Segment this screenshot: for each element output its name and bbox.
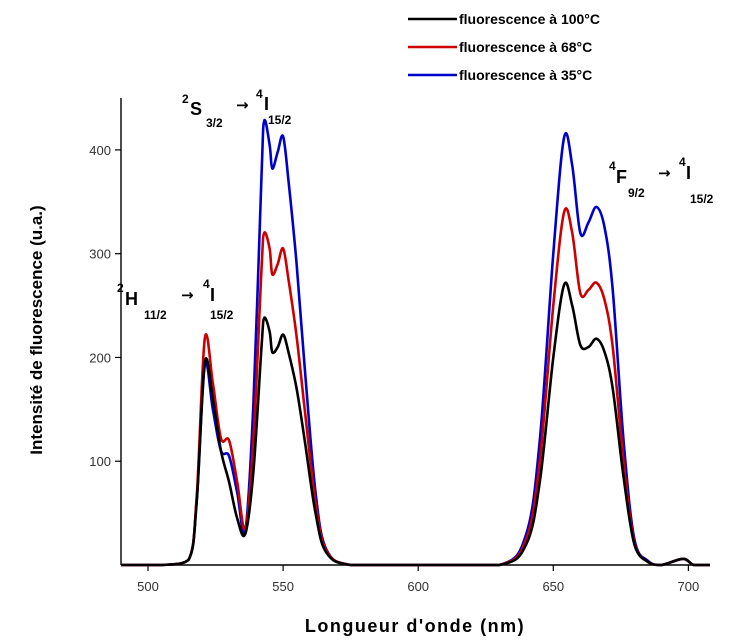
y-tick-label-100: 100 (89, 454, 111, 469)
annotation-4F9-2-to-4I15-2: 4 F 9/2 → 4 I 15/2 (609, 155, 714, 206)
annotation-1-arrow: → (236, 96, 249, 114)
x-tick-label-700: 700 (678, 579, 700, 594)
annotation-2-sub2: 15/2 (210, 308, 234, 322)
x-tick-label-500: 500 (137, 579, 159, 594)
legend: fluorescence à 100°C fluorescence à 68°C… (408, 11, 600, 83)
annotation-2-main: H (125, 289, 138, 309)
annotation-3-sub: 9/2 (628, 186, 645, 200)
annotation-1-main2: I (264, 94, 269, 114)
annotation-3-sup2: 4 (679, 155, 686, 169)
annotation-3-arrow: → (658, 164, 671, 182)
annotation-2H11-2-to-4I15-2: 2 H 11/2 → 4 I 15/2 (117, 277, 234, 322)
annotation-2-sup-left: 2 (117, 281, 124, 295)
annotation-1-sup-left: 2 (182, 92, 189, 106)
legend-label-35C: fluorescence à 35°C (459, 67, 592, 83)
x-tick-label-650: 650 (542, 579, 564, 594)
annotation-1-sub: 3/2 (206, 116, 223, 130)
x-axis-title: Longueur d'onde (nm) (305, 616, 525, 636)
legend-label-100C: fluorescence à 100°C (459, 11, 600, 27)
axis-ticks: 500 550 600 650 700 100 200 300 400 (89, 143, 699, 594)
annotation-2-main2: I (210, 285, 215, 305)
annotation-3-sup-left: 4 (609, 159, 616, 173)
annotation-2S3-2-to-4I15-2: 2 S 3/2 → 4 I 15/2 (182, 87, 292, 130)
legend-label-68C: fluorescence à 68°C (459, 39, 592, 55)
annotation-1-main: S (190, 99, 202, 119)
annotation-1-sub2: 15/2 (268, 113, 292, 127)
annotation-2-arrow: → (181, 286, 194, 304)
series-line-100C (120, 281, 710, 567)
y-axis-title: Intensité de fluorescence (u.a.) (27, 205, 46, 454)
data-series (120, 118, 710, 567)
y-tick-label-300: 300 (89, 247, 111, 262)
annotation-3-main: F (616, 167, 627, 187)
annotation-3-sub2: 15/2 (690, 192, 714, 206)
annotation-3-main2: I (686, 163, 691, 183)
y-tick-label-400: 400 (89, 143, 111, 158)
annotation-2-sub: 11/2 (144, 308, 167, 322)
annotation-2-sup2: 4 (203, 277, 210, 291)
x-tick-label-600: 600 (407, 579, 429, 594)
y-tick-label-200: 200 (89, 350, 111, 365)
annotation-1-sup2: 4 (256, 87, 263, 101)
x-tick-label-550: 550 (272, 579, 294, 594)
